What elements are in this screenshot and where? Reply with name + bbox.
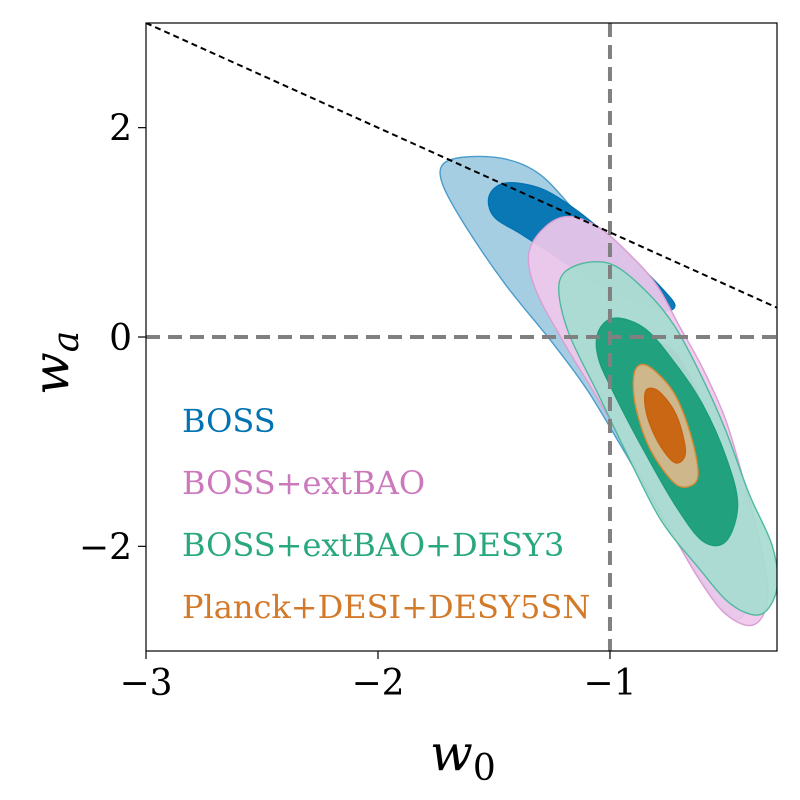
x-tick-label: −3 bbox=[119, 663, 172, 704]
x-tick-label: −1 bbox=[583, 663, 636, 704]
contour-layer bbox=[439, 155, 777, 627]
contour-planck-desi-desy5sn-1sigma bbox=[643, 387, 687, 464]
reference-lines bbox=[146, 23, 777, 651]
legend: BOSS BOSS+extBAO BOSS+extBAO+DESY3 Planck+D… bbox=[182, 402, 590, 626]
legend-entry-boss-extbao: BOSS+extBAO bbox=[182, 464, 425, 502]
y-axis-label: wa bbox=[22, 331, 87, 395]
x-tick-label: −2 bbox=[351, 663, 404, 704]
y-tick-label: −2 bbox=[79, 527, 132, 568]
y-tick-label: 2 bbox=[109, 109, 132, 150]
x-axis-label: w0 bbox=[430, 724, 496, 789]
y-tick-label: 0 bbox=[109, 318, 132, 359]
legend-entry-boss: BOSS bbox=[182, 402, 276, 440]
axis-ticks: −3 −2 −1 2 0 −2 bbox=[79, 109, 637, 704]
phantom-boundary-line bbox=[146, 23, 777, 309]
legend-entry-boss-extbao-desy3: BOSS+extBAO+DESY3 bbox=[182, 526, 564, 564]
legend-entry-planck-desi-desy5sn: Planck+DESI+DESY5SN bbox=[182, 588, 590, 626]
